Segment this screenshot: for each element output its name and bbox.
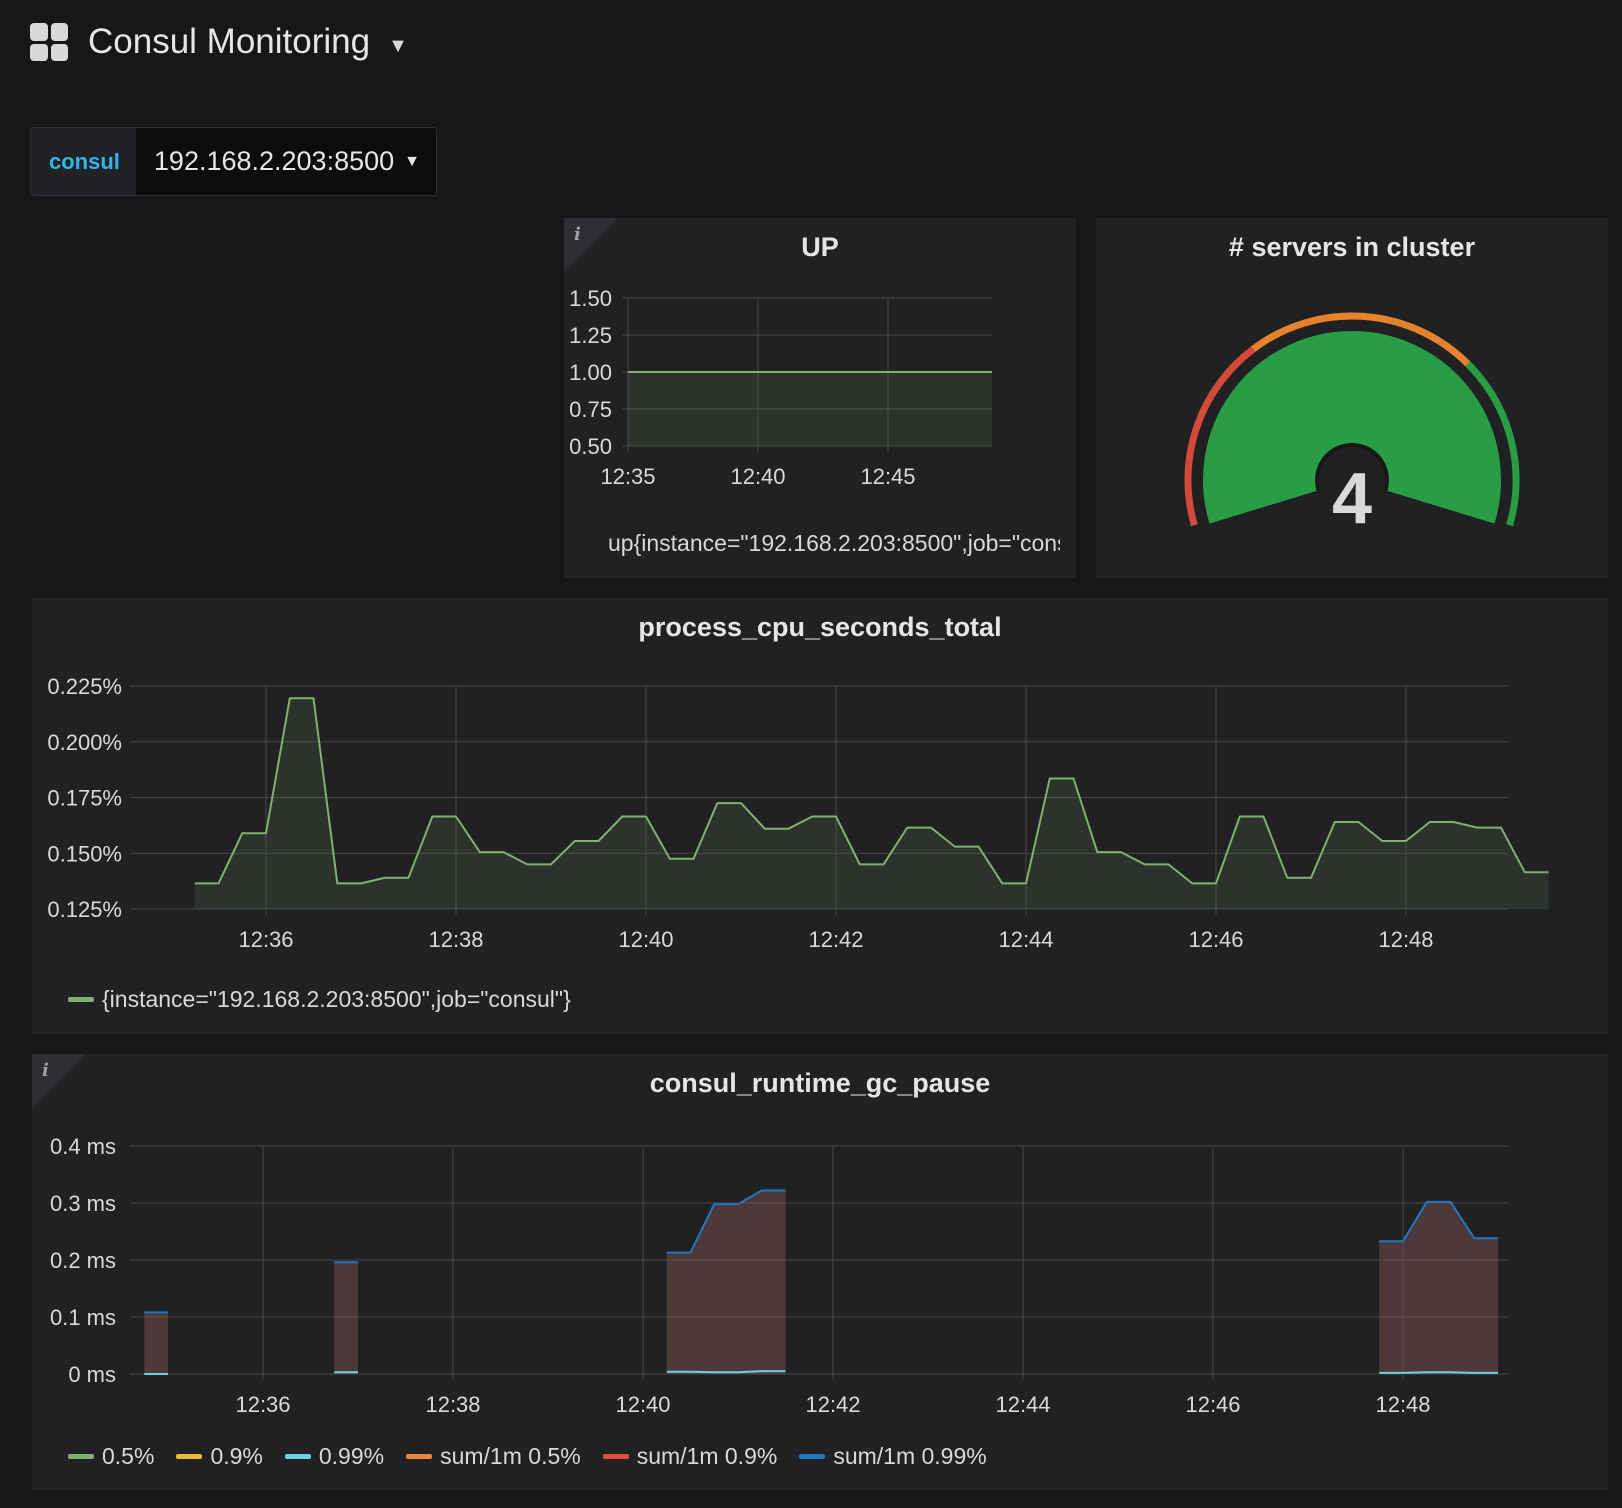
x-tick-label: 12:36 — [235, 1392, 290, 1417]
info-icon[interactable]: i — [574, 224, 581, 245]
panel-gc-pause: i consul_runtime_gc_pause 0.4 ms 0.3 ms 0.… — [32, 1054, 1608, 1490]
caret-down-icon: ▼ — [404, 152, 420, 170]
panel-title[interactable]: # servers in cluster — [1228, 232, 1476, 262]
cpu-series-line — [194, 697, 1549, 885]
dashboard-title[interactable]: Consul Monitoring — [88, 22, 371, 61]
x-tick-label: 12:38 — [425, 1392, 480, 1417]
legend-item[interactable]: sum/1m 0.5% — [406, 1443, 581, 1470]
up-chart: 1.50 1.25 1.00 0.75 0.50 12:35 12:40 12:45 — [569, 286, 992, 489]
x-tick-label: 12:40 — [615, 1392, 670, 1417]
legend-gc[interactable]: 0.5% 0.9% 0.99% sum/1m 0.5% sum/1m 0.9% sum/1… — [68, 1443, 1009, 1470]
y-tick-label: 1.50 — [569, 286, 612, 311]
cpu-chart: 0.225% 0.200% 0.175% 0.150% 0.125% 12:36 12:3… — [47, 674, 1549, 952]
legend-swatch — [799, 1454, 826, 1459]
legend-label: 0.99% — [318, 1443, 385, 1469]
gauge-value: 4 — [1332, 459, 1372, 539]
gc-series-p99-line — [666, 1370, 786, 1374]
legend-label: sum/1m 0.5% — [440, 1443, 581, 1469]
panel-title[interactable]: UP — [801, 232, 839, 262]
legend-swatch — [284, 1454, 311, 1459]
legend-label: up{instance="192.168.2.203:8500",job="co… — [608, 530, 1060, 556]
variable-label: consul — [31, 128, 136, 195]
panel-up: i UP 1.50 1.25 1.00 0.75 0.50 12:35 12:40 12:4… — [564, 218, 1076, 578]
gc-series-area — [334, 1262, 358, 1374]
dashboard-header[interactable]: Consul Monitoring ▼ — [30, 18, 408, 66]
x-tick-label: 12:35 — [600, 464, 655, 489]
y-tick-label: 0.125% — [47, 897, 122, 922]
x-tick-label: 12:48 — [1375, 1392, 1430, 1417]
panel-servers-in-cluster: # servers in cluster 4 — [1096, 218, 1608, 578]
legend-item[interactable]: 0.5% — [68, 1443, 154, 1470]
x-tick-label: 12:42 — [808, 927, 863, 952]
legend-swatch — [406, 1454, 433, 1459]
gauge-value-fill — [1203, 331, 1501, 524]
legend-label: sum/1m 0.9% — [636, 1443, 778, 1469]
x-tick-label: 12:46 — [1185, 1392, 1240, 1417]
y-tick-label: 0.225% — [47, 674, 122, 699]
gc-series-p99-line — [1379, 1371, 1498, 1374]
panel-title[interactable]: consul_runtime_gc_pause — [649, 1068, 991, 1098]
legend-item[interactable]: sum/1m 0.99% — [799, 1443, 987, 1470]
chevron-down-icon[interactable]: ▼ — [388, 34, 408, 57]
y-tick-label: 0.75 — [569, 397, 612, 422]
legend-swatch — [176, 1454, 203, 1459]
gc-series-area — [666, 1190, 786, 1374]
gc-chart: 0.4 ms 0.3 ms 0.2 ms 0.1 ms 0 ms 12:36 12:38 1… — [50, 1134, 1508, 1417]
x-tick-label: 12:38 — [428, 927, 483, 952]
variable-value: 192.168.2.203:8500 — [153, 146, 395, 176]
x-tick-label: 12:44 — [998, 927, 1053, 952]
gauge-threshold-mid — [1251, 312, 1471, 367]
legend-swatch — [68, 997, 94, 1002]
info-icon[interactable]: i — [42, 1060, 49, 1081]
gc-series-line — [1379, 1200, 1498, 1243]
x-tick-label: 12:40 — [730, 464, 785, 489]
legend-item[interactable]: 0.9% — [176, 1443, 263, 1470]
y-tick-label: 0 ms — [68, 1362, 116, 1387]
y-tick-label: 0.175% — [47, 786, 122, 811]
x-tick-label: 12:48 — [1378, 927, 1433, 952]
gauge-threshold-low — [1184, 346, 1256, 527]
gc-series-area — [1379, 1201, 1498, 1374]
legend-swatch — [602, 1454, 629, 1459]
servers-gauge: 4 — [1184, 312, 1520, 539]
legend-label: sum/1m 0.99% — [833, 1443, 987, 1469]
info-corner[interactable] — [564, 218, 618, 272]
legend-label: {instance="192.168.2.203:8500",job="cons… — [102, 986, 571, 1012]
gc-series-line — [666, 1189, 786, 1254]
variable-selector[interactable]: consul 192.168.2.203:8500 ▼ — [30, 127, 437, 196]
gauge-threshold-high — [1465, 361, 1520, 527]
x-tick-label: 12:40 — [618, 927, 673, 952]
legend-label: 0.5% — [102, 1443, 155, 1469]
y-tick-label: 0.1 ms — [50, 1305, 116, 1330]
legend-item[interactable]: 0.99% — [284, 1443, 385, 1470]
x-tick-label: 12:44 — [995, 1392, 1050, 1417]
y-tick-label: 0.3 ms — [50, 1191, 116, 1216]
dashboard-grid-icon — [30, 23, 68, 61]
y-tick-label: 0.150% — [47, 841, 122, 866]
gc-series-area — [144, 1312, 168, 1374]
y-tick-label: 0.200% — [47, 730, 122, 755]
legend-cpu[interactable]: {instance="192.168.2.203:8500",job="cons… — [68, 986, 571, 1013]
y-tick-label: 1.25 — [569, 323, 612, 348]
legend-label: 0.9% — [210, 1443, 263, 1469]
panel-process-cpu: process_cpu_seconds_total 0.225% 0.200% 0.… — [32, 598, 1608, 1034]
legend-item[interactable]: sum/1m 0.9% — [602, 1443, 778, 1470]
x-tick-label: 12:42 — [805, 1392, 860, 1417]
legend-up[interactable]: up{instance="192.168.2.203:8500",job="co… — [600, 530, 1060, 557]
x-tick-label: 12:45 — [860, 464, 915, 489]
legend-swatch — [68, 1454, 94, 1459]
y-tick-label: 0.50 — [569, 434, 612, 459]
y-tick-label: 0.4 ms — [50, 1134, 116, 1159]
info-corner[interactable] — [32, 1054, 86, 1108]
y-tick-label: 1.00 — [569, 360, 612, 385]
panel-title[interactable]: process_cpu_seconds_total — [638, 612, 1002, 642]
y-tick-label: 0.2 ms — [50, 1248, 116, 1273]
up-series-area — [628, 372, 992, 446]
x-tick-label: 12:36 — [238, 927, 293, 952]
cpu-series-area — [194, 698, 1549, 909]
x-tick-label: 12:46 — [1188, 927, 1243, 952]
variable-value-dropdown[interactable]: 192.168.2.203:8500 ▼ — [135, 128, 436, 195]
